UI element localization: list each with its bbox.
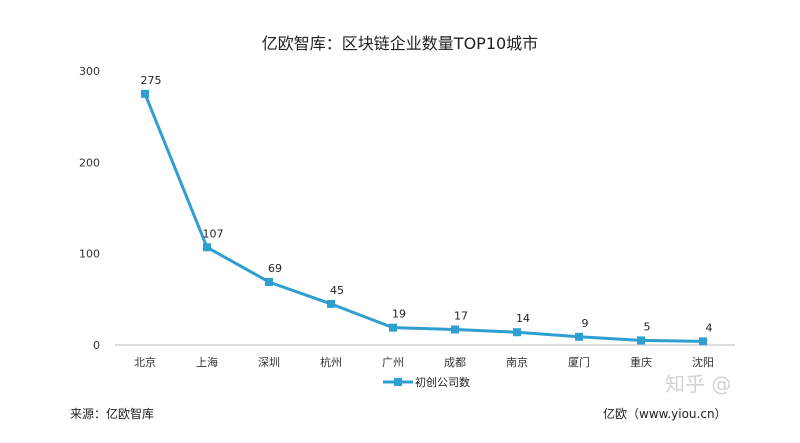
source-note: 来源：亿欧智库 [70, 407, 155, 421]
data-label: 14 [516, 312, 530, 325]
data-point [699, 337, 707, 346]
chart-title: 亿欧智库：区块链企业数量TOP10城市 [261, 34, 539, 53]
data-label: 4 [706, 321, 713, 334]
data-label: 69 [268, 262, 282, 275]
data-label: 45 [330, 284, 344, 297]
data-point [327, 299, 335, 308]
x-tick-label: 北京 [134, 355, 156, 369]
x-tick-label: 沈阳 [692, 355, 714, 369]
data-label: 107 [203, 227, 224, 240]
data-point [513, 328, 521, 337]
data-label: 275 [141, 74, 162, 87]
x-tick-label: 杭州 [320, 355, 342, 369]
x-tick-label: 南京 [506, 355, 528, 369]
series-line [143, 93, 704, 343]
y-tick-label: 0 [93, 339, 100, 352]
data-point [451, 325, 459, 334]
data-label: 19 [392, 308, 406, 321]
y-tick-label: 300 [79, 65, 100, 78]
y-tick-label: 200 [79, 156, 100, 169]
x-tick-label: 厦门 [568, 355, 590, 369]
data-point [575, 332, 583, 341]
data-point [637, 336, 645, 345]
y-tick-label: 100 [79, 248, 100, 261]
data-label: 9 [582, 317, 589, 330]
x-tick-label: 重庆 [630, 355, 652, 369]
data-label: 5 [644, 320, 651, 333]
data-point [203, 243, 211, 252]
x-tick-label: 深圳 [258, 356, 280, 369]
x-tick-label: 成都 [444, 356, 466, 369]
x-tick-label: 广州 [382, 356, 404, 369]
data-point [389, 323, 397, 332]
data-point [265, 277, 273, 286]
x-tick-label: 上海 [196, 355, 218, 369]
legend-label: 初创公司数 [415, 375, 470, 389]
data-point [141, 89, 149, 98]
data-label: 17 [454, 309, 468, 322]
credit-note: 亿欧（www.yiou.cn） [603, 407, 727, 421]
legend-marker [394, 378, 402, 386]
watermark-logo: 知乎 @ [665, 372, 732, 396]
